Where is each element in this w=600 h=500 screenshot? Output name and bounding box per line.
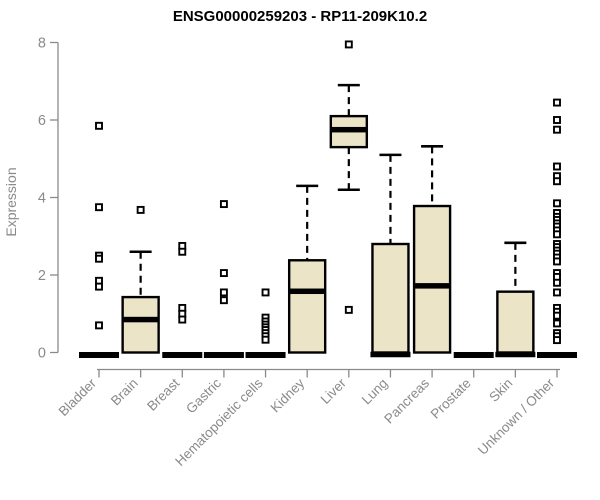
x-tick-label: Breast [144,375,182,413]
boxplot-zero-bar [453,352,494,358]
outlier-point [553,336,561,345]
outlier-point [219,296,228,305]
y-tick-label: 4 [38,191,46,207]
outlier-point [553,230,561,239]
boxplot-median [289,288,326,295]
boxplot-median [495,351,536,358]
boxplot-box [371,242,410,354]
x-tick-label: Skin [486,376,515,405]
boxplot-box [121,295,160,354]
outlier-point [95,321,103,330]
outlier-point [553,125,561,134]
outlier-point [136,205,145,214]
boxplot-box [412,204,452,354]
y-tick-label: 6 [38,113,46,129]
outlier-point [178,315,187,324]
outlier-point [219,200,228,209]
boxplot-box [496,290,535,354]
x-tick-label: Brain [108,376,141,409]
x-tick-label: Lung [359,376,391,408]
outlier-point [553,162,561,171]
outlier-point [553,116,561,124]
boxplot-box [287,259,327,354]
boxplot-median [414,283,451,289]
outlier-point [178,247,187,256]
outlier-point [553,199,561,208]
boxplot-zero-bar [245,352,286,358]
boxplot-median [370,351,411,358]
x-tick-label: Pancreas [381,375,432,426]
outlier-point [95,203,103,212]
x-tick-label: Gastric [183,375,224,416]
y-tick-label: 0 [38,346,46,362]
x-tick-label: Bladder [56,375,100,419]
boxplot-zero-bar [79,352,119,358]
x-tick-label: Liver [318,375,350,407]
outlier-point [553,177,561,186]
outlier-point [344,305,353,314]
outlier-point [219,269,228,278]
x-tick-label: Kidney [268,375,308,415]
boxplot-median [122,316,159,323]
outlier-point [553,319,561,328]
outlier-point [553,257,561,266]
boxplot-zero-bar [203,352,244,358]
x-tick-label: Prostate [428,376,474,422]
outlier-point [219,288,228,297]
outlier-point [553,288,561,297]
outlier-point [95,121,103,130]
y-tick-label: 8 [38,36,46,52]
x-tick-label: Unknown / Other [475,375,558,458]
chart-title: ENSG00000259203 - RP11-209K10.2 [172,8,428,25]
outlier-point [553,278,561,287]
outlier-point [344,40,353,49]
boxplot-zero-bar [537,352,577,358]
outlier-point [95,254,103,263]
boxplot-median [330,126,367,133]
outlier-point [261,288,270,297]
y-tick-label: 2 [38,268,46,284]
outlier-point [553,311,561,320]
outlier-point [553,98,561,107]
boxplot-zero-bar [162,352,203,358]
outlier-point [95,282,103,291]
outlier-point [261,335,270,344]
